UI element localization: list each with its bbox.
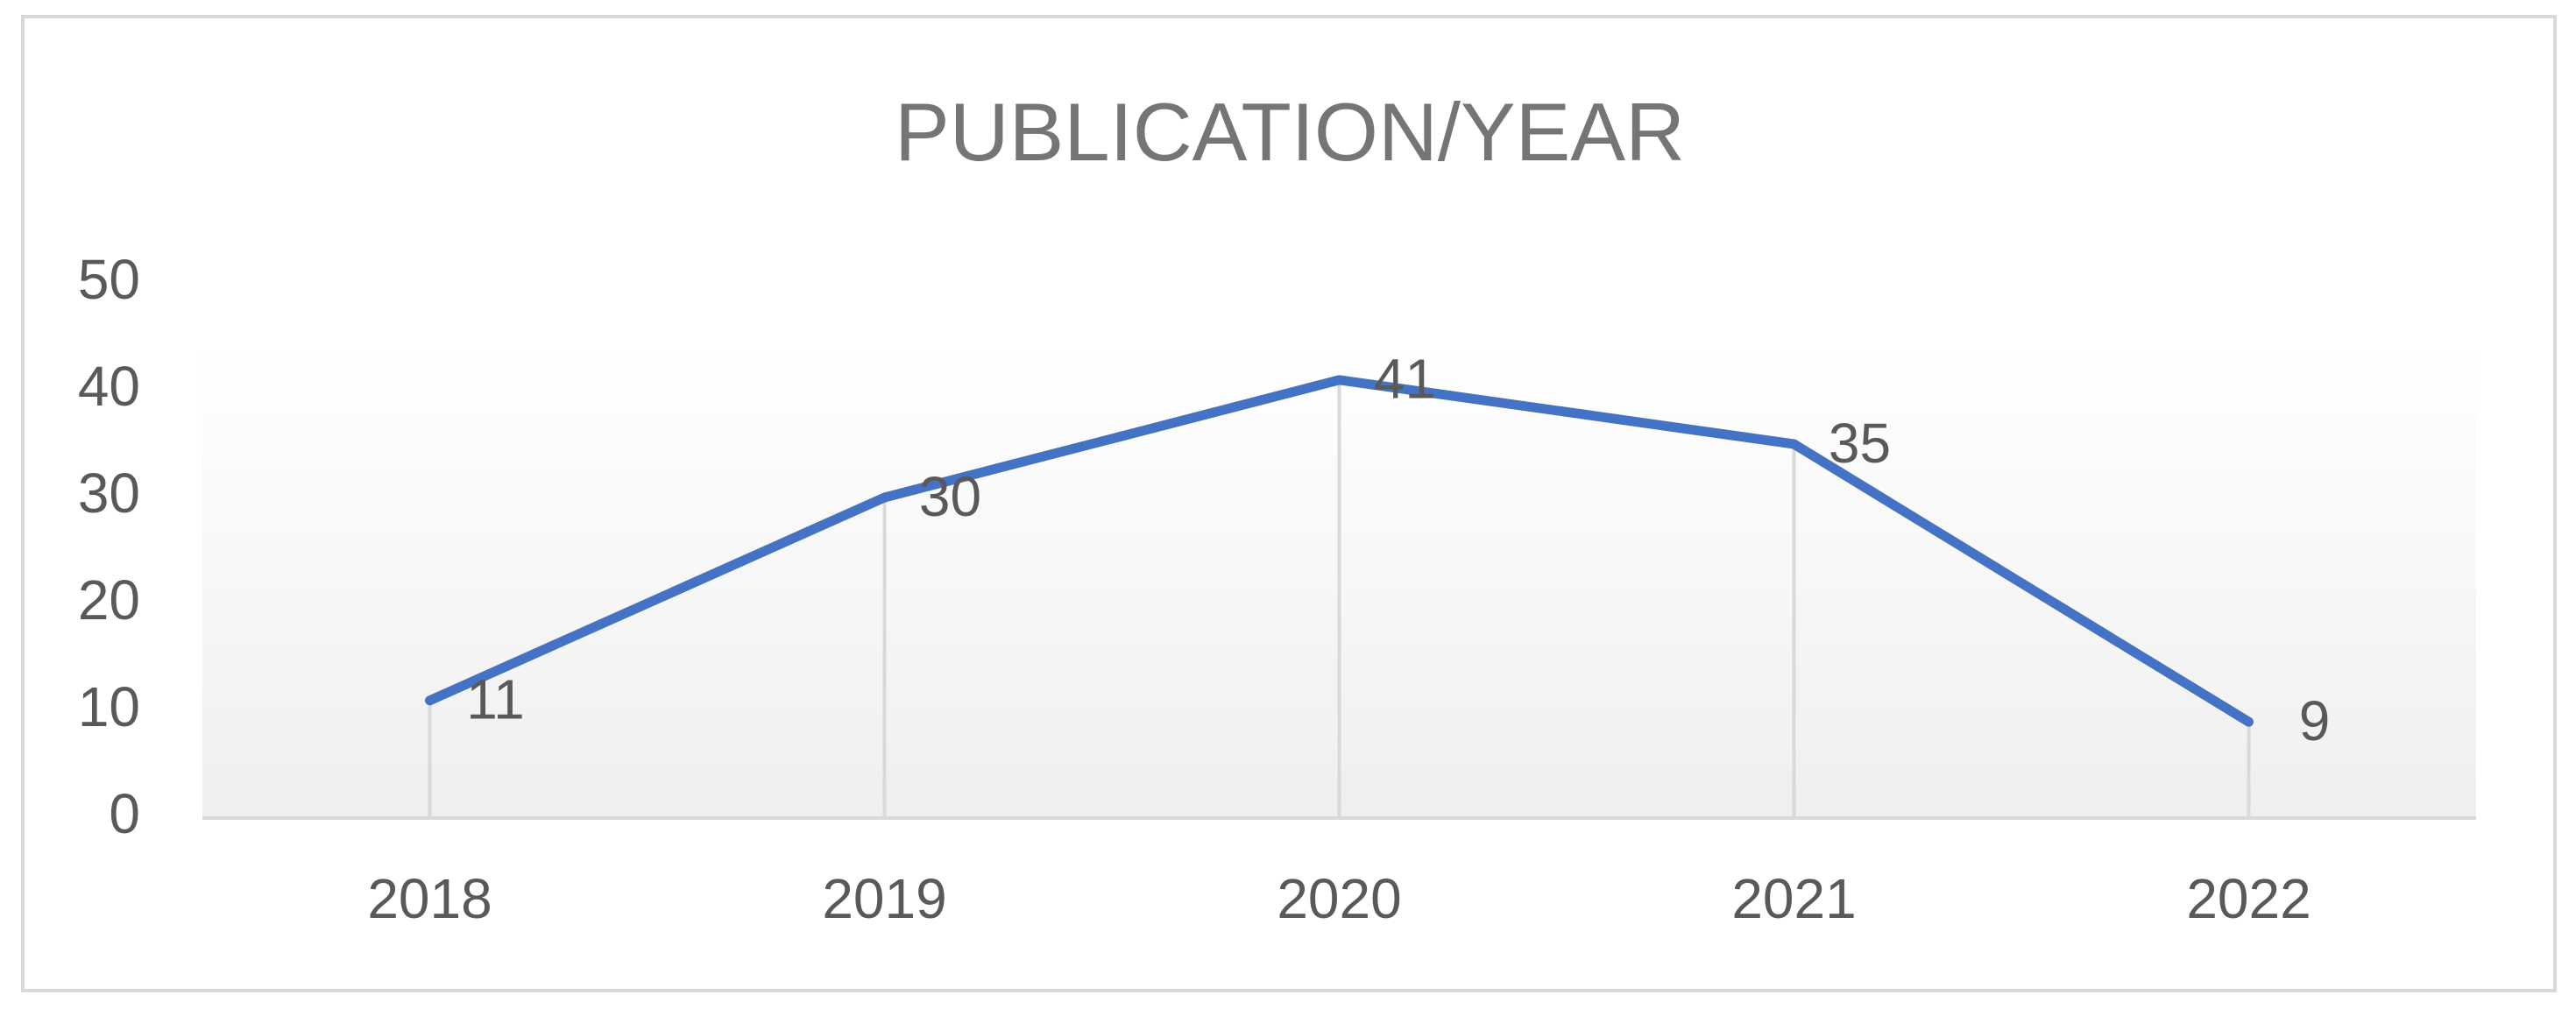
y-tick-label: 50 — [78, 248, 140, 311]
x-tick-label: 2022 — [2186, 867, 2311, 930]
x-tick-label: 2021 — [1731, 867, 1856, 930]
x-tick-label: 2018 — [367, 867, 492, 930]
y-tick-label: 40 — [78, 355, 140, 418]
x-tick-label: 2019 — [822, 867, 946, 930]
data-line — [425, 375, 2254, 727]
data-label: 41 — [1374, 348, 1436, 411]
y-tick-label: 10 — [78, 675, 140, 738]
x-tick-label: 2020 — [1277, 867, 1401, 930]
data-label: 35 — [1829, 412, 1891, 475]
chart-title: PUBLICATION/YEAR — [895, 86, 1685, 178]
data-label: 9 — [2299, 689, 2331, 752]
y-tick-label: 20 — [78, 568, 140, 632]
y-tick-label: 0 — [109, 782, 140, 845]
y-tick-label: 30 — [78, 462, 140, 525]
data-label: 11 — [466, 668, 524, 731]
data-label: 30 — [919, 465, 981, 528]
